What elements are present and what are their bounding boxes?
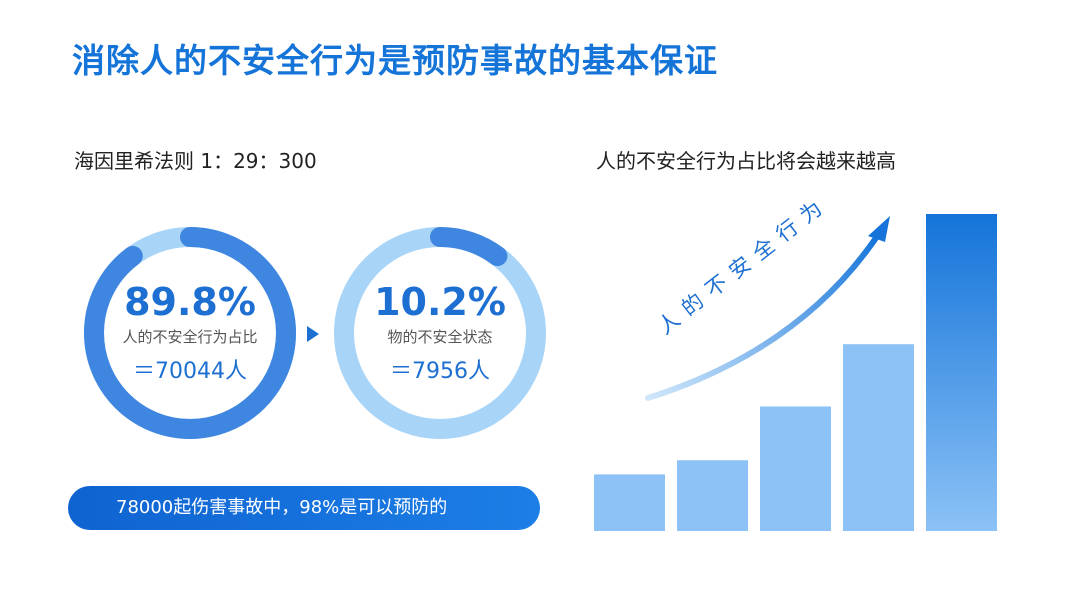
ring-human-behavior bbox=[84, 227, 296, 439]
bar-4 bbox=[843, 344, 914, 531]
ring1-text: 89.8% 人的不安全行为占比 ＝70044人 bbox=[80, 280, 300, 385]
page-title: 消除人的不安全行为是预防事故的基本保证 bbox=[72, 41, 718, 80]
trend-subtitle: 人的不安全行为占比将会越来越高 bbox=[596, 149, 896, 173]
ring1-caption: 人的不安全行为占比 bbox=[122, 328, 258, 346]
ring1-percent: 89.8% bbox=[124, 280, 256, 324]
trend-arrowhead-icon bbox=[868, 216, 890, 242]
ring-object-state bbox=[334, 227, 546, 439]
bar-2 bbox=[677, 460, 748, 531]
bar-1 bbox=[594, 474, 665, 531]
ring2-caption: 物的不安全状态 bbox=[387, 328, 493, 346]
preventable-banner: 78000起伤害事故中，98%是可以预防的 bbox=[68, 486, 540, 530]
arrow-right-icon bbox=[307, 326, 319, 342]
heinrich-law-subtitle: 海因里希法则 1：29：300 bbox=[74, 149, 317, 173]
ring2-percent: 10.2% bbox=[374, 280, 506, 324]
bar-5 bbox=[926, 214, 997, 531]
bar-3 bbox=[760, 406, 831, 531]
ring2-text: 10.2% 物的不安全状态 ＝7956人 bbox=[330, 280, 550, 385]
ring1-count: ＝70044人 bbox=[133, 359, 247, 384]
trend-curve bbox=[645, 232, 881, 401]
ring2-count: ＝7956人 bbox=[390, 359, 490, 384]
